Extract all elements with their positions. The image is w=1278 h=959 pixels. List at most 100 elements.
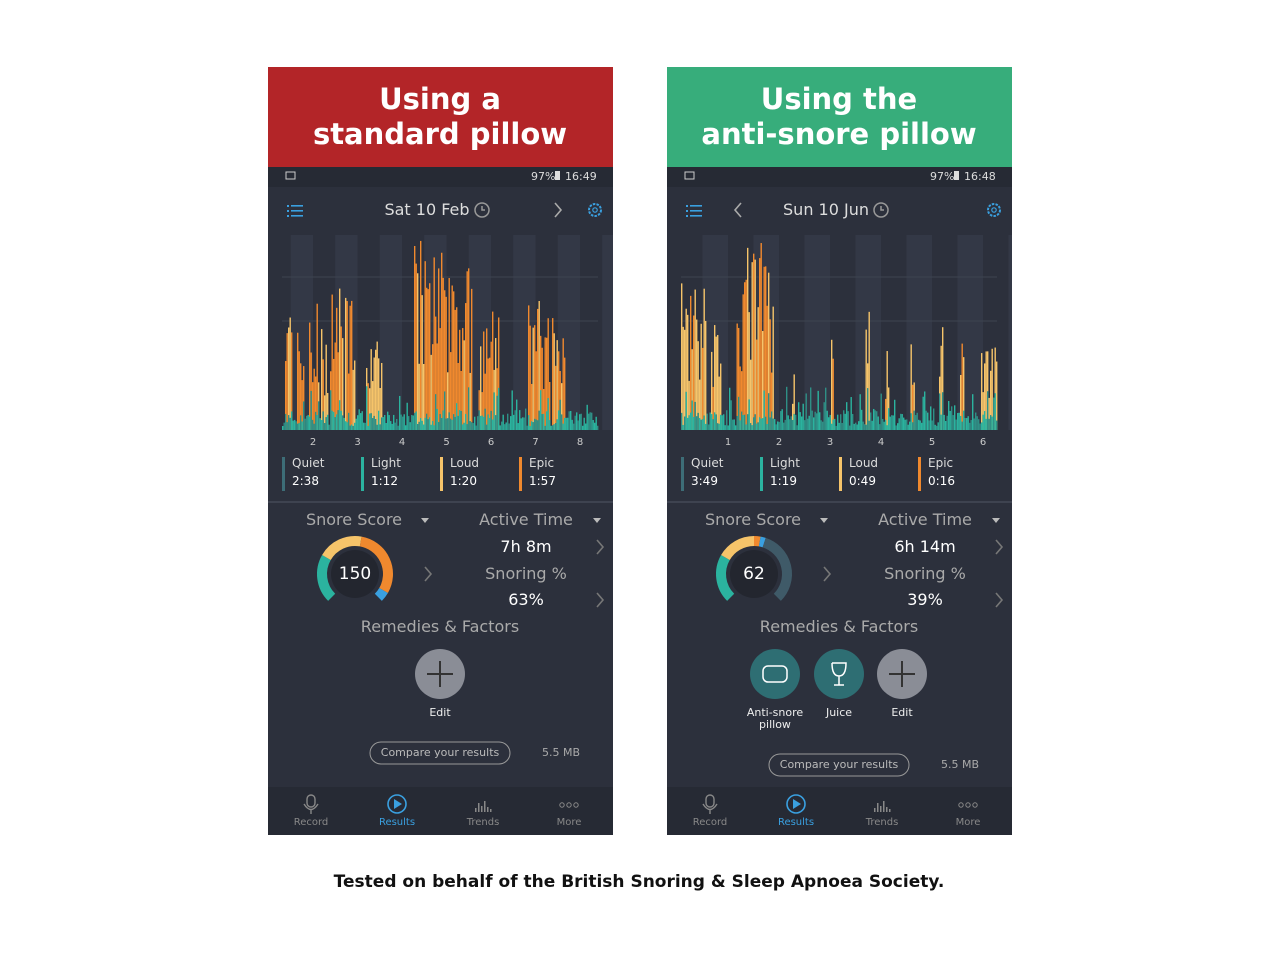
remedy-label[interactable]: Anti-snore pillow [746, 706, 804, 731]
quiet-spike [282, 425, 284, 430]
snore-spike [739, 366, 741, 430]
nav-label[interactable]: Results [777, 817, 815, 828]
quiet-spike [927, 412, 929, 430]
quiet-spike [768, 393, 770, 430]
quiet-spike [300, 415, 302, 430]
quiet-spike [988, 418, 990, 430]
snore-spike [699, 379, 701, 430]
quiet-spike [906, 419, 908, 430]
clock-time: 16:49 [565, 170, 597, 183]
nav-label[interactable]: Results [378, 817, 416, 828]
legend-value: 1:57 [529, 474, 556, 488]
nav-icon [972, 802, 978, 808]
legend-swatch [760, 457, 763, 491]
snore-spike [312, 382, 314, 430]
quiet-spike [814, 411, 816, 430]
battery-level: 97% [531, 170, 556, 183]
quiet-spike [858, 421, 860, 430]
quiet-spike [738, 396, 740, 430]
snore-spike [313, 368, 315, 430]
quiet-spike [489, 417, 491, 430]
quiet-spike [535, 419, 537, 430]
quiet-spike [360, 413, 362, 430]
quiet-spike [553, 424, 555, 430]
quiet-spike [718, 423, 720, 430]
quiet-spike [933, 408, 935, 430]
quiet-spike [325, 417, 327, 430]
snore-spike [337, 352, 339, 430]
snore-spike [741, 371, 743, 430]
panel-graphics [667, 67, 1012, 835]
nav-label[interactable]: Record [293, 817, 329, 828]
quiet-spike [888, 408, 890, 430]
snore-spike [532, 327, 534, 430]
quiet-spike [328, 424, 330, 430]
snore-spike [984, 363, 986, 430]
remedy-label[interactable]: Edit [429, 706, 451, 719]
snore-spike [687, 314, 689, 430]
quiet-spike [849, 425, 851, 430]
quiet-spike [583, 417, 585, 430]
next-arrow [554, 202, 563, 218]
quiet-spike [994, 393, 996, 430]
quiet-spike [916, 412, 918, 430]
snore-spike [564, 357, 566, 430]
nav-label[interactable]: More [955, 817, 981, 828]
quiet-spike [855, 422, 857, 430]
quiet-spike [516, 399, 518, 430]
snore-spike [438, 268, 440, 430]
compare-button-label[interactable]: Compare your results [779, 758, 899, 771]
quiet-spike [868, 420, 870, 430]
quiet-spike [556, 419, 558, 430]
snore-score-label[interactable]: Snore Score [704, 510, 802, 529]
quiet-spike [552, 425, 554, 430]
quiet-spike [399, 395, 401, 430]
compare-button-label[interactable]: Compare your results [380, 746, 500, 759]
phone-panel: Using a standard pillow 97% 16:49 Sat 10 Feb… [268, 67, 613, 835]
snore-spike [460, 370, 462, 430]
snore-spike [301, 380, 303, 430]
snore-spike [316, 303, 318, 430]
quiet-spike [322, 411, 324, 430]
quiet-spike [775, 424, 777, 430]
snore-spike [324, 395, 326, 430]
remedy-label[interactable]: Juice [825, 706, 853, 719]
menu-icon [287, 205, 289, 207]
quiet-spike [721, 415, 723, 430]
snore-spike [478, 390, 480, 430]
quiet-spike [820, 420, 822, 430]
quiet-spike [753, 417, 755, 430]
nav-label[interactable]: Trends [865, 817, 899, 828]
date-label[interactable]: Sat 10 Feb [384, 200, 470, 219]
snore-spike [325, 344, 327, 430]
quiet-spike [522, 417, 524, 430]
nav-icon [883, 801, 885, 812]
date-label[interactable]: Sun 10 Jun [783, 200, 869, 219]
quiet-spike [424, 417, 426, 430]
gauge-arc [322, 536, 362, 561]
snore-spike [445, 296, 447, 430]
quiet-spike [709, 412, 711, 430]
snore-spike [463, 340, 465, 430]
quiet-spike [537, 420, 539, 430]
quiet-spike [316, 414, 318, 430]
nav-label[interactable]: Trends [466, 817, 500, 828]
remedy-label[interactable]: Edit [891, 706, 913, 719]
legend-value: 1:12 [371, 474, 398, 488]
snore-score-label[interactable]: Snore Score [305, 510, 403, 529]
quiet-spike [754, 414, 756, 430]
quiet-spike [741, 411, 743, 430]
quiet-spike [717, 423, 719, 430]
active-time-label[interactable]: Active Time [878, 510, 972, 529]
snore-spike [348, 373, 350, 430]
quiet-spike [394, 422, 396, 430]
active-time-label[interactable]: Active Time [479, 510, 573, 529]
quiet-spike [834, 418, 836, 430]
nav-label[interactable]: Record [692, 817, 728, 828]
quiet-spike [769, 417, 771, 430]
nav-label[interactable]: More [556, 817, 582, 828]
snore-spike [441, 252, 443, 430]
snore-spike [451, 285, 453, 430]
nav-icon [958, 802, 964, 808]
quiet-spike [975, 412, 977, 430]
